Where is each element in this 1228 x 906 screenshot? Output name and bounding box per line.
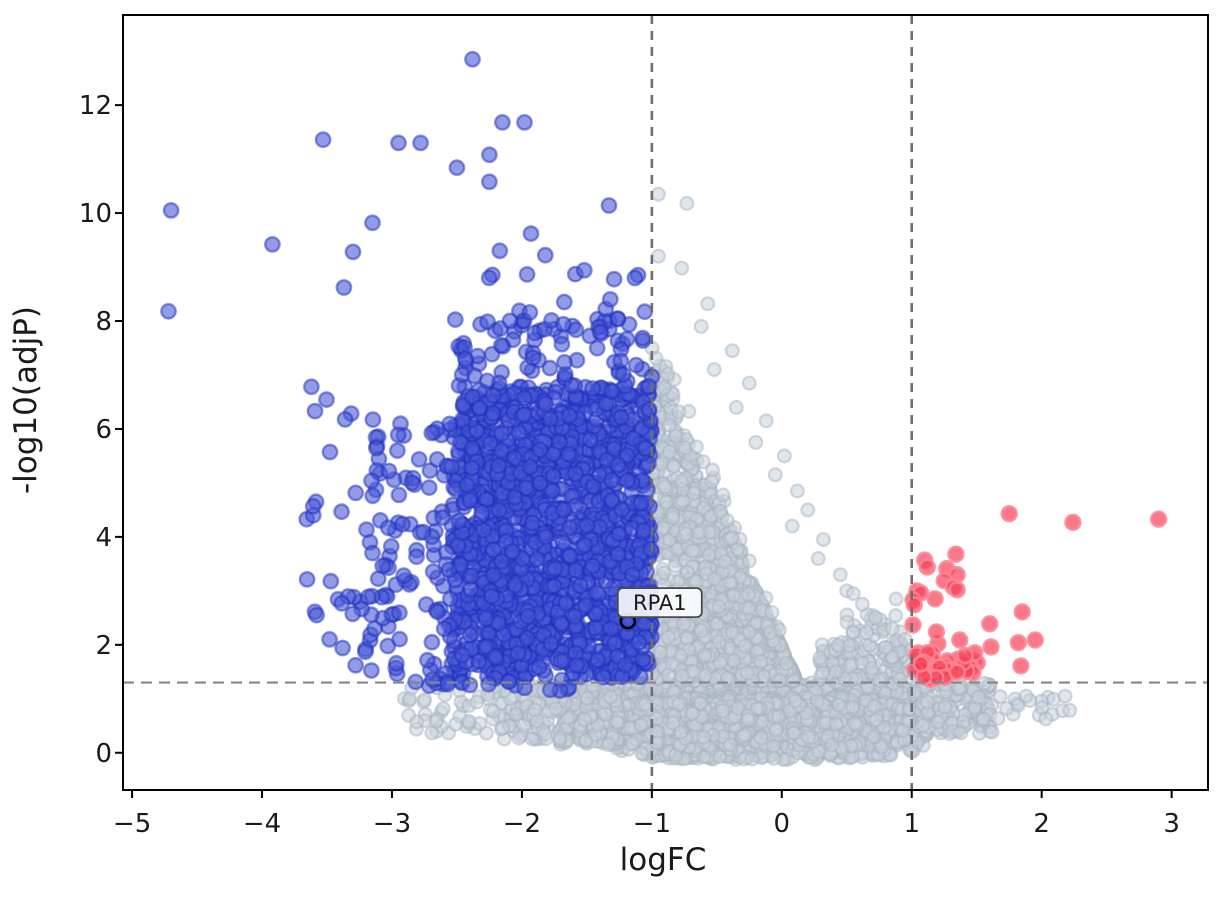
x-tick-label: 0 <box>774 809 791 839</box>
up-regulated-points <box>904 505 1168 688</box>
x-axis-label: logFC <box>620 842 707 878</box>
plot-frame <box>122 14 1209 791</box>
x-tick-label: 1 <box>903 809 920 839</box>
y-tick-label: 2 <box>95 631 112 661</box>
y-tick-label: 12 <box>79 91 112 121</box>
not-significant-points <box>396 186 1078 768</box>
gene-label-box <box>616 587 703 618</box>
x-tick-label: 3 <box>1163 809 1180 839</box>
x-tick-label: −4 <box>243 809 281 839</box>
y-tick-label: 0 <box>95 739 112 769</box>
x-tick-label: −1 <box>633 809 671 839</box>
y-tick-label: 10 <box>79 199 112 229</box>
x-tick-label: −5 <box>113 809 151 839</box>
x-tick-label: −3 <box>373 809 411 839</box>
y-tick-label: 6 <box>95 415 112 445</box>
threshold-lines <box>123 15 1208 790</box>
y-axis-label: -log10(adjP) <box>8 306 44 494</box>
x-tick-label: −2 <box>503 809 541 839</box>
scatter-layers <box>160 50 1168 768</box>
x-tick-label: 2 <box>1033 809 1050 839</box>
down-regulated-points <box>160 50 661 699</box>
y-tick-label: 8 <box>95 307 112 337</box>
y-tick-label: 4 <box>95 523 112 553</box>
gene-label-text: RPA1 <box>633 591 687 615</box>
gene-annotation: RPA1 <box>616 587 703 630</box>
